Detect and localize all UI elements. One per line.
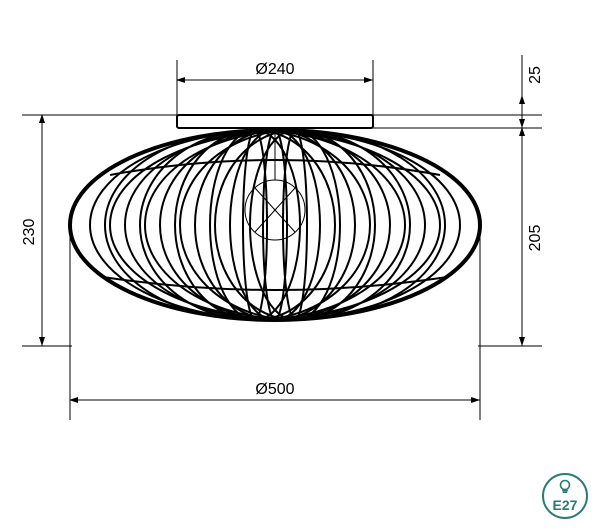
socket-badge: E27: [543, 474, 587, 518]
dimension-right-body-height: 205: [370, 128, 544, 346]
lamp-body: [70, 115, 480, 320]
dimension-top-diameter: Ø240: [177, 60, 373, 115]
dimension-right-mount-height: 25: [370, 55, 544, 128]
dimension-right-mount-label: 25: [527, 66, 544, 84]
mount-plate: [177, 115, 373, 128]
dimension-top-diameter-label: Ø240: [255, 61, 294, 78]
dimension-bottom-diameter-label: Ø500: [255, 381, 294, 398]
dimension-right-body-label: 205: [527, 225, 544, 252]
socket-badge-label: E27: [553, 497, 578, 513]
dimension-left-height-label: 230: [21, 219, 38, 246]
